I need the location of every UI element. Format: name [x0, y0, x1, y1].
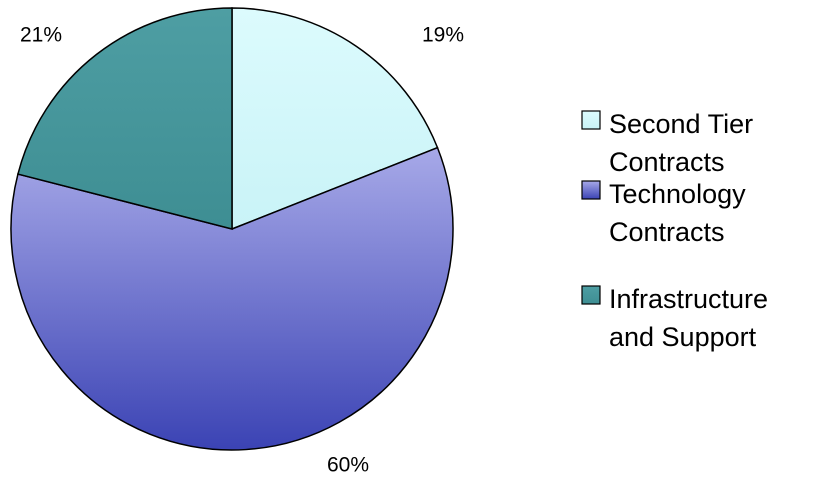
- slice-label-infrastructure-and-support: 21%: [20, 24, 62, 47]
- slice-label-second-tier-contracts: 19%: [422, 24, 464, 47]
- legend: Second TierContractsTechnologyContractsI…: [581, 109, 768, 352]
- legend-swatch-infrastructure-and-support: [581, 285, 601, 305]
- legend-label-technology-contracts-line-2: Contracts: [609, 217, 725, 247]
- slice-label-technology-contracts: 60%: [327, 454, 369, 477]
- pie-slice-second-tier-contracts: [231, 7, 439, 231]
- legend-label-infrastructure-and-support-line-2: and Support: [609, 322, 757, 352]
- legend-item-technology-contracts: Technology Contracts: [581, 179, 746, 247]
- legend-label-infrastructure-and-support-line-1: Infrastructure: [609, 284, 768, 314]
- legend-label-second-tier-contracts-line-1: Second Tier: [609, 109, 753, 139]
- pie-slice-infrastructure-and-support: [17, 7, 233, 230]
- legend-swatch-technology-contracts: [581, 180, 601, 200]
- legend-swatch-second-tier-contracts: [581, 110, 601, 130]
- pie-slice-technology-contracts: [10, 146, 454, 451]
- legend-item-second-tier-contracts: Second Tier Contracts: [581, 109, 753, 177]
- pie-slices: [10, 7, 454, 451]
- legend-label-second-tier-contracts-line-2: Contracts: [609, 147, 725, 177]
- legend-item-infrastructure-and-support: Infrastructure and Support: [581, 284, 768, 352]
- slice-labels: 19% 60% 21%: [20, 24, 464, 477]
- legend-label-technology-contracts-line-1: Technology: [609, 179, 746, 209]
